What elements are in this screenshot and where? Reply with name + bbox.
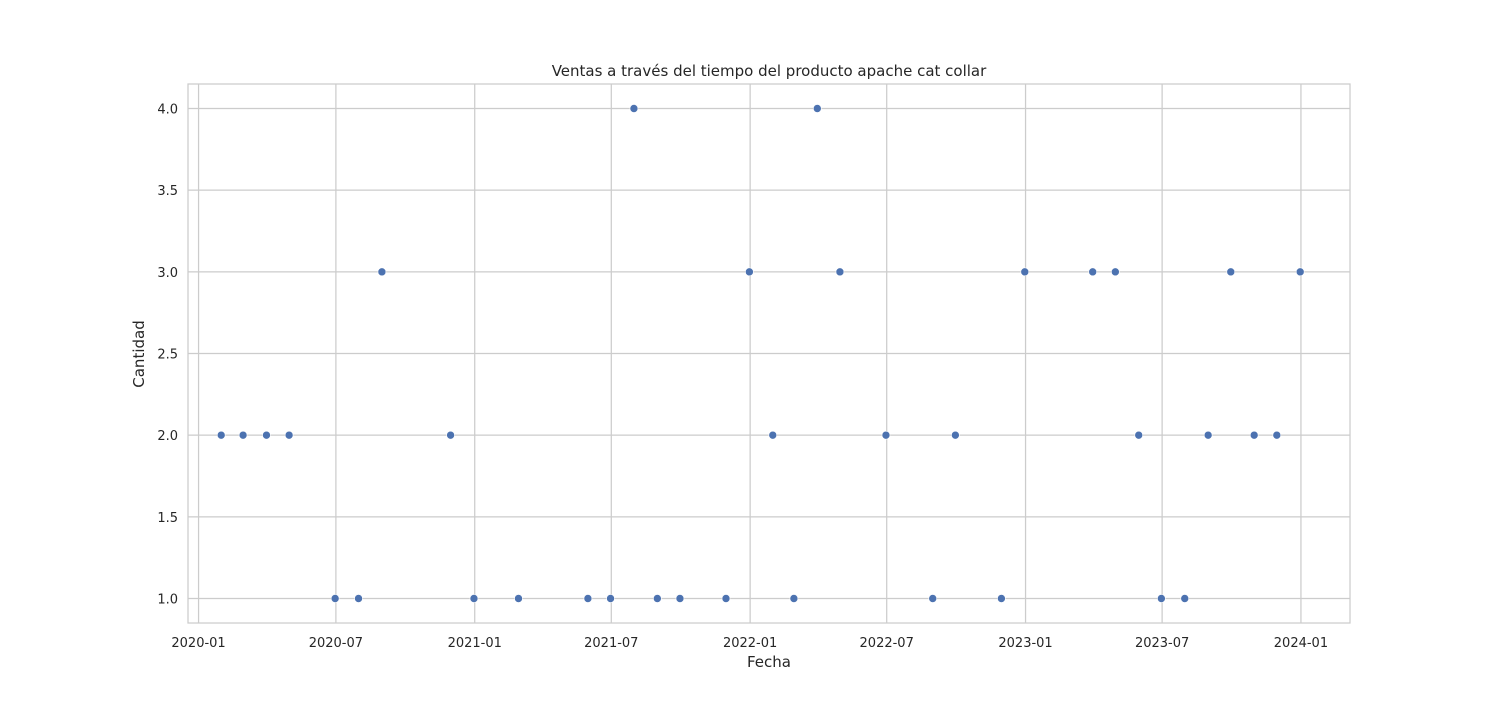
x-tick-label: 2020-01 xyxy=(171,636,225,651)
y-tick-label: 3.0 xyxy=(157,266,178,281)
x-tick-label: 2023-07 xyxy=(1135,636,1189,651)
data-point xyxy=(951,430,960,440)
axes-frame xyxy=(187,83,1351,624)
data-point xyxy=(469,594,479,603)
data-point xyxy=(284,430,294,440)
grid-lines xyxy=(188,84,1350,623)
data-point xyxy=(377,267,387,277)
x-tick-label: 2024-01 xyxy=(1274,636,1328,651)
data-point xyxy=(789,594,799,603)
data-points xyxy=(216,104,1305,603)
data-point xyxy=(721,594,731,603)
y-tick-label: 2.5 xyxy=(157,348,178,363)
chart-title: Ventas a través del tiempo del producto … xyxy=(552,62,987,80)
x-tick-label: 2021-07 xyxy=(584,636,638,651)
data-point xyxy=(606,594,615,603)
data-point xyxy=(675,594,685,603)
data-point xyxy=(514,594,523,603)
data-point xyxy=(881,430,891,440)
data-point xyxy=(1020,267,1030,277)
y-tick-label: 1.5 xyxy=(157,511,178,526)
data-point xyxy=(1295,267,1305,277)
x-tick-label: 2022-01 xyxy=(723,636,777,651)
data-point xyxy=(1249,430,1259,440)
data-point xyxy=(1203,430,1213,440)
data-point xyxy=(1226,267,1236,277)
y-tick-label: 4.0 xyxy=(157,103,178,118)
data-point xyxy=(238,430,248,440)
data-point xyxy=(583,594,593,603)
data-point xyxy=(446,430,455,440)
data-point xyxy=(629,104,639,113)
data-point xyxy=(997,594,1006,603)
data-point xyxy=(835,267,845,277)
y-axis-label: Cantidad xyxy=(130,320,148,387)
data-point xyxy=(928,594,938,603)
x-tick-label: 2020-07 xyxy=(309,636,363,651)
x-tick-label: 2022-07 xyxy=(860,636,914,651)
data-point xyxy=(1088,267,1097,277)
x-tick-label: 2021-01 xyxy=(448,636,502,651)
x-axis-label: Fecha xyxy=(747,653,791,671)
x-tick-labels: 2020-01 2020-07 2021-01 2021-07 2022-01 2022-… xyxy=(171,636,1328,651)
data-point xyxy=(745,267,754,277)
y-tick-label: 3.5 xyxy=(157,184,178,199)
data-point xyxy=(262,430,271,440)
y-tick-label: 1.0 xyxy=(157,593,178,608)
y-tick-labels: 1.0 1.5 2.0 2.5 3.0 3.5 4.0 xyxy=(157,103,178,608)
data-point xyxy=(1180,594,1190,603)
data-point xyxy=(1157,594,1166,603)
data-point xyxy=(1111,267,1120,277)
y-tick-label: 2.0 xyxy=(157,429,178,444)
data-point xyxy=(768,430,778,440)
data-point xyxy=(330,594,340,603)
x-tick-label: 2023-01 xyxy=(998,636,1052,651)
data-point xyxy=(354,594,363,603)
data-point xyxy=(812,104,822,113)
data-point xyxy=(1272,430,1282,440)
data-point xyxy=(653,594,662,603)
data-point xyxy=(1134,430,1144,440)
data-point xyxy=(216,430,226,440)
